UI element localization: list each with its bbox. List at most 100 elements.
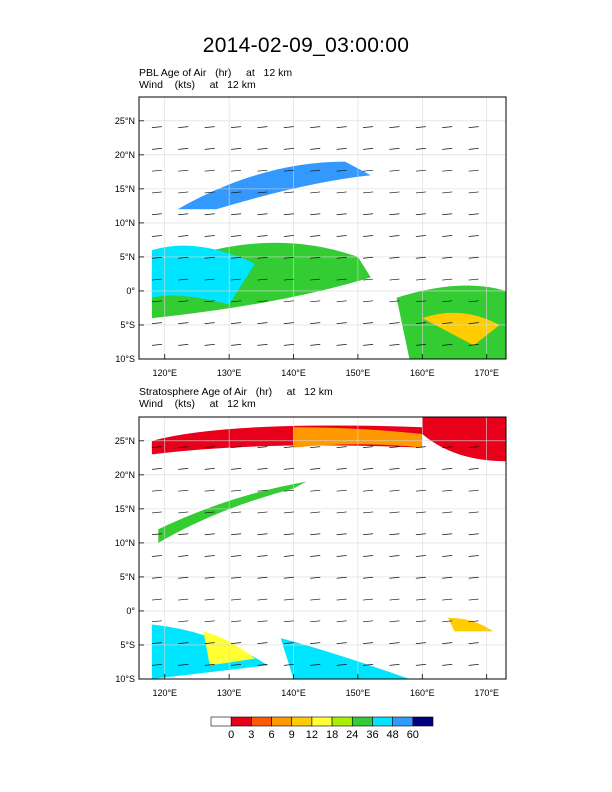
wind-barb (151, 446, 162, 448)
y-tick-label: 20°N (115, 470, 135, 480)
wind-barb (257, 213, 268, 216)
wind-barb (389, 511, 400, 514)
wind-barb (389, 446, 400, 448)
wind-barb (442, 642, 453, 644)
colorbar-cell (392, 716, 414, 727)
wind-barb (178, 576, 189, 579)
wind-barb (336, 620, 347, 623)
wind-barb (151, 642, 162, 644)
wind-barb (204, 576, 215, 579)
colorbar-level-label: 36 (366, 729, 379, 741)
wind-barb (283, 489, 294, 492)
wind-barb (257, 468, 268, 470)
wind-barb (363, 446, 374, 448)
wind-barb (151, 468, 162, 470)
wind-barb (468, 511, 479, 514)
wind-barb (231, 446, 242, 448)
wind-barb (231, 533, 242, 536)
colorbar-level-label: 9 (288, 729, 295, 741)
wind-barb (231, 620, 242, 623)
wind-barb (204, 620, 215, 623)
wind-barb (310, 213, 321, 216)
wind-barb (151, 126, 162, 128)
wind-barb (231, 598, 242, 601)
wind-barb (336, 191, 347, 194)
wind-barb (178, 446, 189, 448)
wind-barb (310, 446, 321, 448)
wind-barb (283, 169, 294, 172)
wind-barb (204, 446, 215, 448)
colorbar-level-label: 60 (406, 729, 419, 741)
wind-barb (204, 213, 215, 216)
wind-barb (442, 126, 453, 128)
colorbar-cell (412, 716, 434, 727)
wind-barb (415, 235, 426, 237)
wind-barb (389, 256, 400, 259)
wind-barb (178, 278, 189, 281)
wind-barb (336, 344, 347, 346)
wind-barb (468, 598, 479, 601)
wind-barb (178, 148, 189, 150)
x-tick-label: 170°E (474, 688, 499, 698)
wind-barb (442, 664, 453, 666)
colorbar-level-label: 24 (346, 729, 359, 741)
wind-barb (151, 169, 162, 172)
wind-barb (442, 322, 453, 324)
wind-barb (204, 511, 215, 514)
wind-barb (389, 576, 400, 579)
wind-barb (204, 489, 215, 492)
wind-barb (389, 169, 400, 172)
wind-barb (231, 642, 242, 644)
wind-barb (415, 322, 426, 324)
wind-barb (257, 598, 268, 601)
wind-barb (231, 664, 242, 666)
y-tick-label: 0° (126, 606, 135, 616)
wind-barb (257, 322, 268, 324)
wind-barb (389, 489, 400, 492)
wind-barb (283, 235, 294, 237)
wind-barb (468, 533, 479, 536)
wind-barb (257, 533, 268, 536)
wind-barb (310, 598, 321, 601)
wind-barb (257, 191, 268, 194)
wind-barb (178, 620, 189, 623)
colorbar-cell (372, 716, 393, 727)
x-tick-label: 160°E (410, 368, 435, 378)
wind-barb (363, 489, 374, 492)
wind-barb (151, 148, 162, 150)
wind-barb (468, 468, 479, 470)
wind-barb (310, 322, 321, 324)
wind-barb (363, 322, 374, 324)
wind-barb (257, 511, 268, 514)
colorbar-cell (291, 716, 313, 727)
wind-barb (151, 344, 162, 346)
wind-barb (283, 191, 294, 194)
wind-barb (310, 511, 321, 514)
wind-barb (389, 278, 400, 281)
wind-barb (442, 213, 453, 216)
wind-barb (283, 598, 294, 601)
wind-barb (336, 664, 347, 666)
wind-barb (204, 256, 215, 259)
panel1-field-label: PBL Age of Air (hr) at 12 km (139, 67, 293, 79)
wind-barb (468, 278, 479, 281)
wind-barb (415, 555, 426, 557)
wind-barb (231, 511, 242, 514)
wind-barb (283, 278, 294, 281)
shading-layer (151, 161, 506, 359)
wind-barb (389, 300, 400, 303)
wind-barb (389, 322, 400, 324)
wind-barb (468, 664, 479, 666)
wind-barb (363, 300, 374, 303)
wind-barb (257, 148, 268, 150)
wind-barb (468, 344, 479, 346)
colorbar-level-label: 6 (268, 729, 275, 741)
wind-barb (178, 555, 189, 557)
age-shading (422, 417, 506, 462)
wind-barb (389, 555, 400, 557)
x-tick-label: 170°E (474, 368, 499, 378)
wind-barb (415, 344, 426, 346)
wind-barb (363, 213, 374, 216)
wind-barb (415, 620, 426, 623)
wind-barb (415, 213, 426, 216)
